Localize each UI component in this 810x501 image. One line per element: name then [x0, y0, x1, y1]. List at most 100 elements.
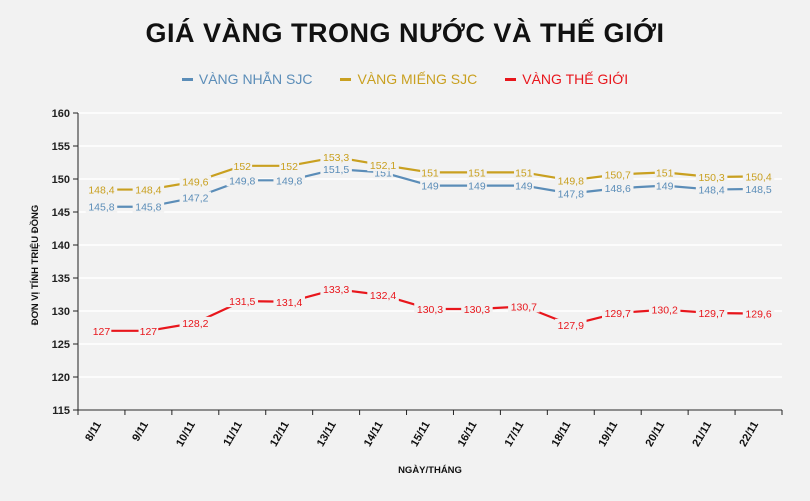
- data-label-bg: [226, 174, 259, 187]
- data-label: 149,8: [276, 175, 302, 187]
- data-label: 148,6: [605, 183, 631, 195]
- data-label-bg: [601, 182, 634, 195]
- x-tick-label: 14/11: [362, 420, 386, 449]
- y-axis-title: ĐƠN VỊ TÍNH TRIỆU ĐỒNG: [29, 205, 41, 326]
- legend-label-mieng: VÀNG MIẾNG SJC: [357, 71, 478, 87]
- data-label: 127,9: [558, 320, 584, 332]
- data-label-bg: [601, 306, 634, 319]
- data-label: 151: [515, 167, 533, 179]
- data-label-bg: [279, 159, 300, 172]
- x-tick-label: 20/11: [643, 420, 667, 449]
- data-label: 150,7: [605, 169, 631, 181]
- x-tick-label: 11/11: [221, 420, 245, 449]
- data-label: 130,2: [652, 305, 678, 317]
- data-label-bg: [273, 174, 305, 187]
- data-label: 151: [468, 167, 486, 179]
- data-label-bg: [508, 300, 540, 313]
- data-label-bg: [654, 179, 675, 192]
- x-tick-label: 19/11: [596, 420, 620, 449]
- x-tick-label: 10/11: [174, 420, 198, 449]
- chart-legend: VÀNG NHẪN SJC VÀNG MIẾNG SJC VÀNG THẾ GI…: [0, 71, 810, 87]
- data-label: 151,5: [323, 164, 349, 176]
- data-label: 148,4: [88, 185, 114, 197]
- x-tick-label: 13/11: [315, 420, 339, 449]
- data-label-bg: [467, 166, 487, 179]
- data-label-bg: [742, 307, 775, 320]
- legend-swatch-thegioi: [505, 77, 517, 81]
- y-tick-label: 135: [52, 273, 70, 285]
- data-label: 153,3: [323, 152, 349, 164]
- data-label: 149: [421, 181, 439, 193]
- chart-title: GIÁ VÀNG TRONG NƯỚC VÀ THẾ GIỚI: [145, 18, 665, 48]
- data-label-bg: [273, 295, 305, 308]
- data-label-bg: [695, 171, 728, 184]
- data-label-bg: [555, 318, 587, 331]
- data-label-bg: [742, 182, 775, 195]
- data-label: 150,3: [698, 172, 724, 184]
- data-label-bg: [85, 200, 118, 213]
- data-label: 131,4: [276, 297, 302, 309]
- x-tick-label: 8/11: [83, 420, 104, 444]
- x-tick-label: 18/11: [550, 420, 574, 449]
- y-tick-label: 125: [52, 339, 70, 351]
- data-label-bg: [514, 166, 534, 179]
- data-label: 131,5: [229, 296, 255, 308]
- data-label-bg: [555, 174, 587, 187]
- data-label-bg: [232, 159, 253, 172]
- data-label-bg: [132, 183, 165, 196]
- data-label-bg: [648, 303, 681, 316]
- data-label: 151: [656, 167, 674, 179]
- data-label-bg: [226, 295, 259, 308]
- y-tick-label: 140: [52, 240, 70, 252]
- data-label: 129,7: [698, 308, 724, 320]
- data-label: 129,6: [745, 309, 771, 321]
- data-label: 149: [468, 181, 486, 193]
- data-label: 127: [140, 326, 158, 338]
- data-label-bg: [179, 191, 212, 204]
- data-label-bg: [132, 200, 165, 213]
- x-tick-label: 15/11: [409, 420, 433, 449]
- data-label: 127: [93, 326, 111, 338]
- x-axis-title: NGÀY/THÁNG: [398, 465, 462, 476]
- legend-label-thegioi: VÀNG THẾ GIỚI: [522, 71, 629, 87]
- x-tick-label: 21/11: [690, 420, 714, 449]
- data-label: 152,1: [370, 160, 396, 172]
- data-label-bg: [179, 175, 212, 188]
- y-tick-label: 155: [52, 141, 70, 153]
- data-label: 149,6: [182, 177, 208, 189]
- data-label-bg: [320, 151, 352, 164]
- y-tick-label: 115: [52, 405, 70, 417]
- legend-label-nhan: VÀNG NHẪN SJC: [198, 71, 313, 87]
- x-tick-label: 9/11: [130, 420, 151, 444]
- x-tick-label: 22/11: [737, 420, 761, 449]
- data-label: 129,7: [605, 308, 631, 320]
- data-label-bg: [695, 183, 728, 196]
- y-tick-label: 145: [52, 207, 70, 219]
- data-label-bg: [420, 166, 440, 179]
- legend-item-mieng: VÀNG MIẾNG SJC: [340, 71, 477, 87]
- data-label: 128,2: [182, 318, 208, 330]
- data-label: 145,8: [88, 202, 114, 214]
- x-tick-label: 16/11: [456, 420, 480, 449]
- data-label-bg: [555, 187, 587, 200]
- data-label-bg: [85, 183, 118, 196]
- data-label: 150,4: [745, 171, 771, 183]
- legend-item-thegioi: VÀNG THẾ GIỚI: [505, 71, 628, 87]
- data-label: 147,2: [182, 192, 208, 204]
- data-label-bg: [91, 324, 112, 337]
- data-label: 148,4: [135, 185, 161, 197]
- data-label-bg: [179, 316, 212, 329]
- data-label: 152: [234, 161, 252, 173]
- data-label-bg: [138, 324, 159, 337]
- data-label-bg: [467, 179, 487, 192]
- data-label: 148,5: [745, 184, 771, 196]
- data-label-bg: [367, 159, 399, 172]
- data-label: 149: [656, 181, 674, 193]
- data-label: 149,8: [558, 175, 584, 187]
- data-label: 152: [280, 161, 298, 173]
- legend-swatch-nhan: [181, 77, 193, 81]
- data-label: 149: [515, 181, 533, 193]
- data-label-bg: [514, 179, 534, 192]
- data-label: 148,4: [698, 185, 724, 197]
